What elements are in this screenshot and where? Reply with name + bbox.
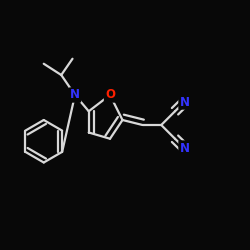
Text: O: O (105, 88, 115, 102)
Text: N: N (180, 96, 190, 108)
Text: N: N (180, 142, 190, 154)
Text: N: N (70, 88, 80, 102)
